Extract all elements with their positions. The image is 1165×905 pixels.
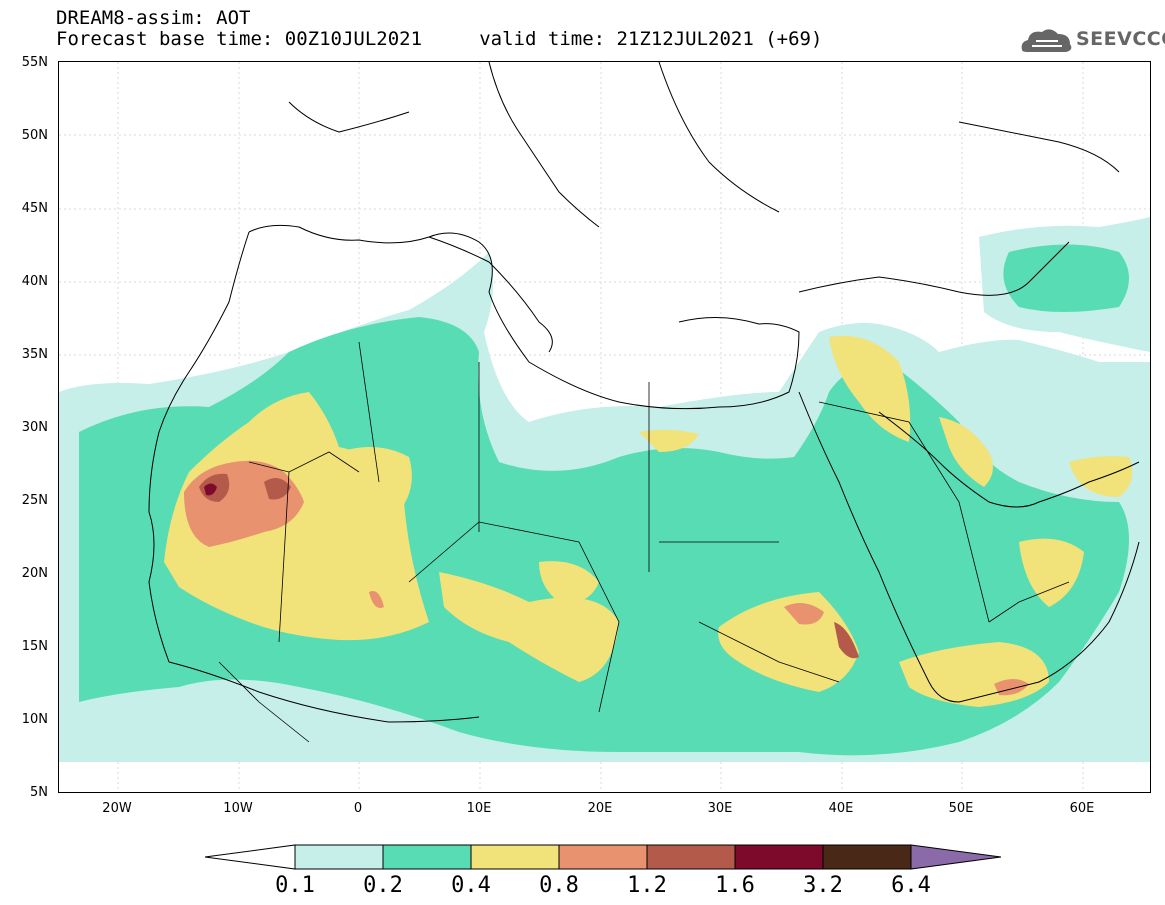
coastlines xyxy=(148,62,1140,723)
lat-label: 30N xyxy=(21,420,48,435)
colorbar-label: 1.6 xyxy=(715,873,755,898)
colorbar-segment xyxy=(294,844,384,870)
colorbar xyxy=(205,844,1001,870)
aot-level-0.2 xyxy=(79,244,1129,756)
lat-label: 50N xyxy=(21,128,48,143)
aot-map xyxy=(58,61,1151,793)
lon-label: 20E xyxy=(587,801,613,816)
colorbar-segment xyxy=(910,844,1001,870)
colorbar-segment xyxy=(646,844,736,870)
colorbar-segment xyxy=(822,844,912,870)
colorbar-label: 3.2 xyxy=(803,873,843,898)
cloud-icon xyxy=(1021,29,1072,52)
lat-label: 45N xyxy=(21,201,48,216)
aot-level-1.6 xyxy=(204,483,217,496)
lat-label: 5N xyxy=(30,785,48,800)
lat-label: 15N xyxy=(21,639,48,654)
lon-label: 40E xyxy=(828,801,854,816)
colorbar-label: 0.1 xyxy=(275,873,315,898)
lon-label: 10E xyxy=(466,801,492,816)
lat-label: 35N xyxy=(21,347,48,362)
colorbar-segment xyxy=(205,844,296,870)
colorbar-segment xyxy=(734,844,824,870)
title-line-2: Forecast base time: 00Z10JUL2021 valid t… xyxy=(56,28,823,50)
colorbar-label: 1.2 xyxy=(627,873,667,898)
lon-label: 30E xyxy=(707,801,733,816)
lon-label: 10W xyxy=(223,801,253,816)
colorbar-label: 0.2 xyxy=(363,873,403,898)
lon-label: 60E xyxy=(1069,801,1095,816)
lat-label: 20N xyxy=(21,566,48,581)
colorbar-label: 0.4 xyxy=(451,873,491,898)
colorbar-segment xyxy=(382,844,472,870)
lat-label: 40N xyxy=(21,274,48,289)
lon-label: 20W xyxy=(102,801,132,816)
lat-label: 25N xyxy=(21,493,48,508)
logo-text: SEEVCCC xyxy=(1076,28,1165,50)
lon-label: 50E xyxy=(948,801,974,816)
colorbar-label: 0.8 xyxy=(539,873,579,898)
lat-label: 55N xyxy=(21,55,48,70)
lon-label: 0 xyxy=(353,801,363,816)
country-borders xyxy=(218,341,1070,743)
lat-label: 10N xyxy=(21,712,48,727)
colorbar-segment xyxy=(558,844,648,870)
title-line-1: DREAM8-assim: AOT xyxy=(56,7,251,29)
aot-level-0.4 xyxy=(164,335,1133,707)
colorbar-label: 6.4 xyxy=(891,873,931,898)
colorbar-segment xyxy=(470,844,560,870)
aot-field xyxy=(59,62,1150,792)
